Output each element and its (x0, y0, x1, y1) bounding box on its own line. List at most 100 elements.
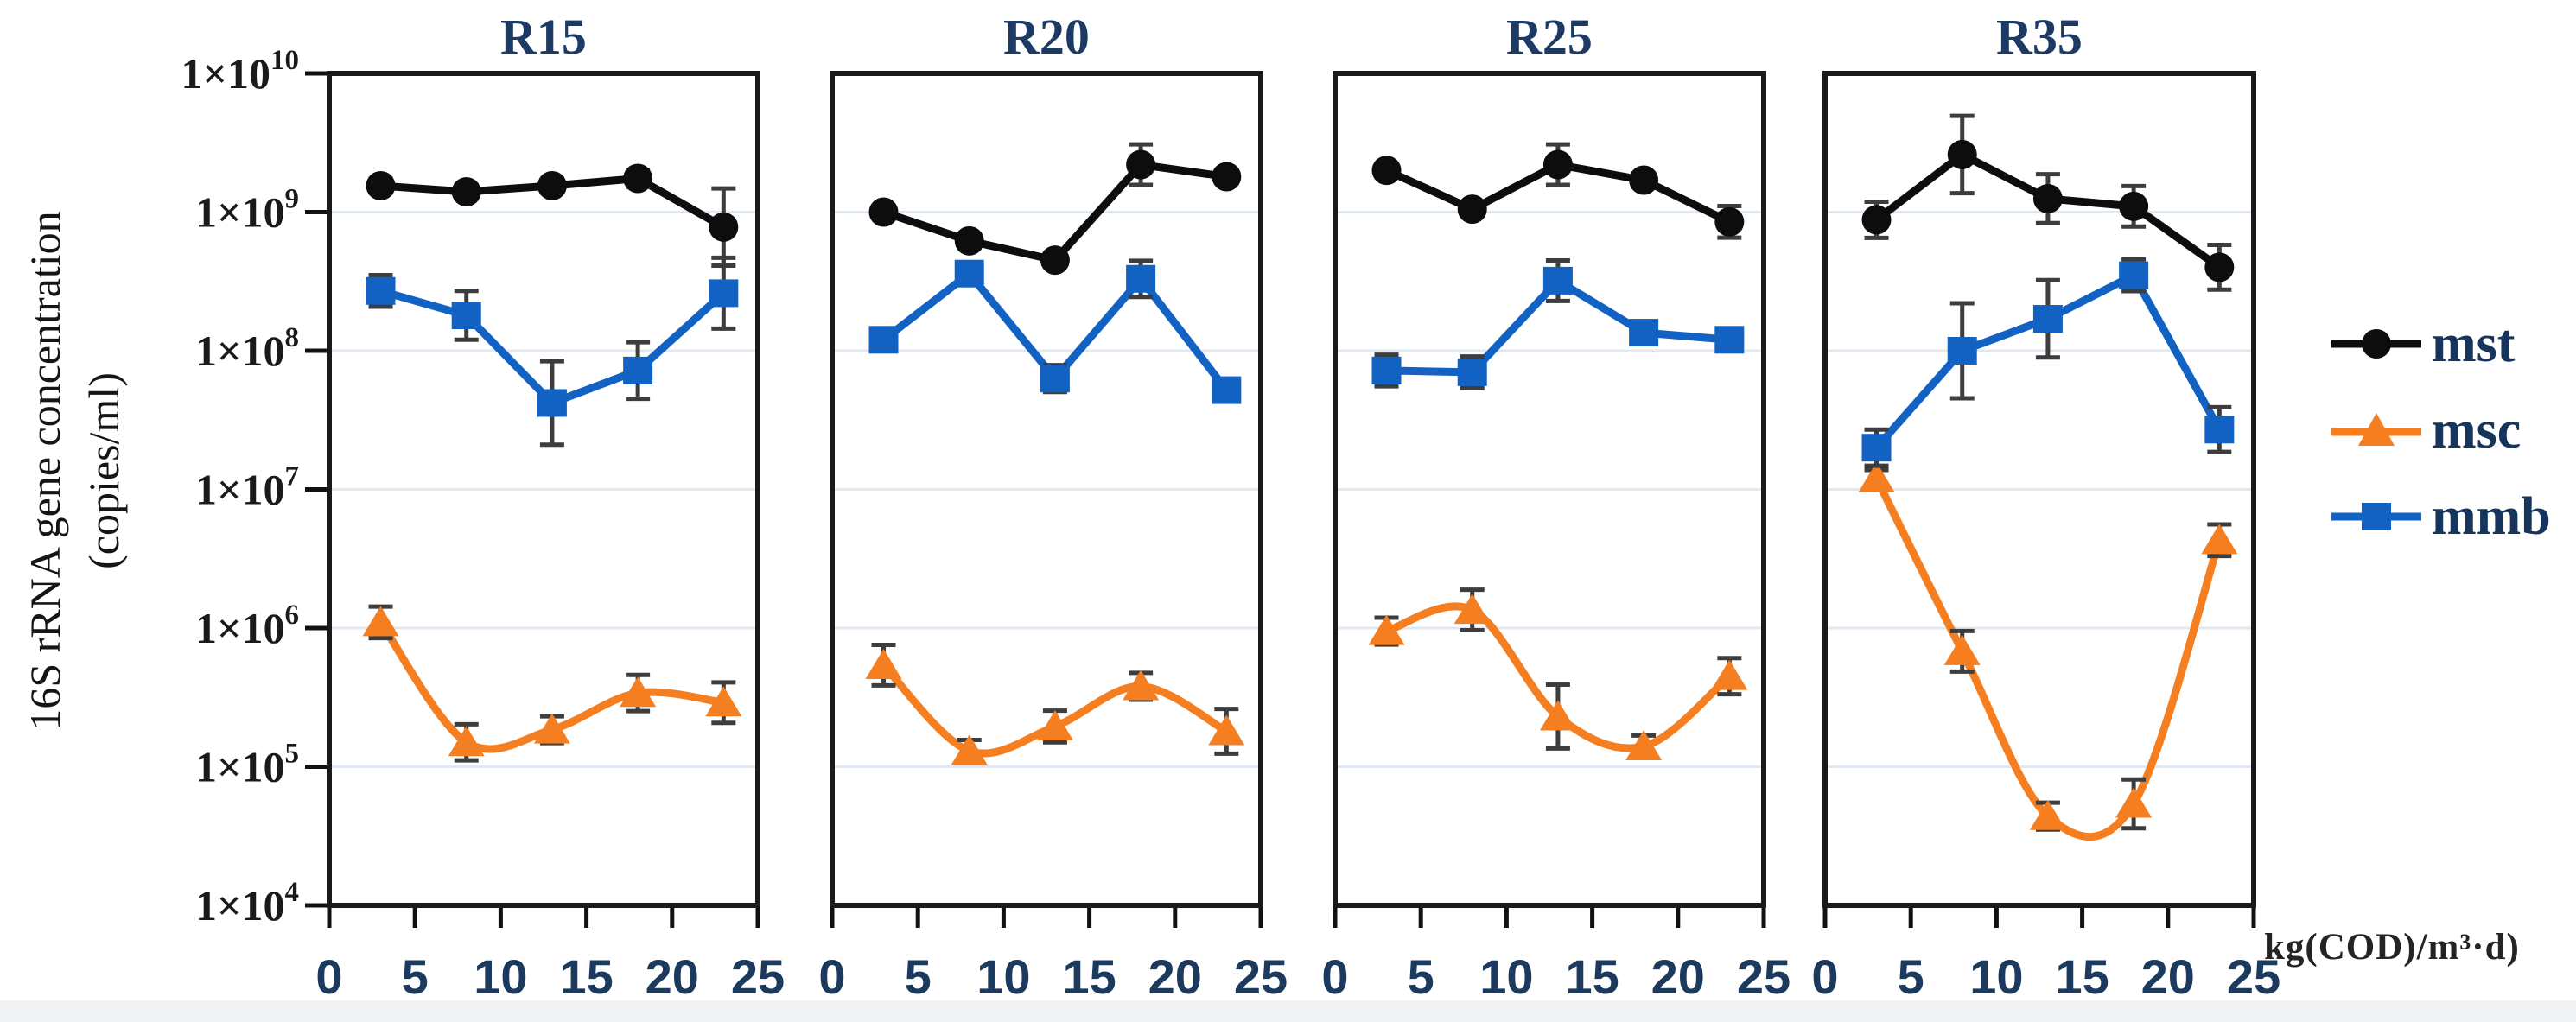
data-point-square (709, 279, 739, 308)
x-tick-label: 5 (905, 949, 932, 1004)
data-point-circle (1861, 205, 1892, 235)
legend-square-icon (2362, 503, 2391, 530)
x-tick-label: 25 (731, 949, 785, 1004)
x-tick-label: 25 (1234, 949, 1288, 1004)
panel-title: R25 (1506, 9, 1593, 65)
data-point-circle (623, 163, 653, 194)
y-axis-title-line2: (copies/ml) (80, 372, 128, 569)
data-point-square (1629, 319, 1659, 347)
x-tick-label: 0 (1321, 949, 1348, 1004)
panel-title: R35 (1996, 9, 2083, 65)
data-point-square (1542, 266, 1573, 295)
x-tick-label: 20 (2141, 949, 2195, 1004)
data-point-circle (1212, 162, 1242, 192)
bottom-strip (0, 1000, 2576, 1022)
legend: mst msc mmb (2330, 313, 2551, 548)
data-point-triangle (2201, 524, 2238, 555)
data-point-triangle (1453, 594, 1491, 625)
x-tick-label: 0 (1811, 949, 1838, 1004)
x-tick-label: 5 (1898, 949, 1924, 1004)
data-point-triangle (362, 606, 399, 637)
x-tick-label: 15 (1062, 949, 1116, 1004)
legend-label-mmb: mmb (2432, 487, 2551, 546)
data-point-circle (1947, 139, 1977, 169)
x-tick-label: 0 (315, 949, 342, 1004)
data-point-triangle (865, 648, 902, 679)
series-msc (362, 604, 742, 763)
panel-border (830, 71, 1263, 908)
panel-R25: 0 5 10 15 20 25 R25 (1321, 9, 1790, 1004)
panel-R35: 0 5 10 15 20 25 R35 (1811, 9, 2280, 1004)
data-point-square (1947, 337, 1977, 365)
data-point-square (1861, 434, 1892, 462)
data-point-circle (1371, 156, 1402, 186)
data-point-triangle (1123, 670, 1160, 701)
panel-border (327, 71, 760, 908)
data-point-square (2204, 416, 2235, 444)
data-point-triangle (448, 726, 485, 757)
data-point-square (954, 259, 984, 288)
y-axis-title: 16S rRNA gene concentration (copies/ml) (16, 0, 145, 950)
series-mst (366, 163, 739, 269)
data-point-square (1040, 365, 1070, 393)
data-point-square (1457, 358, 1487, 386)
data-point-circle (709, 212, 739, 242)
panel-R20: 0 5 10 15 20 25 R20 (818, 9, 1288, 1004)
x-tick-label: 20 (1651, 949, 1705, 1004)
x-tick-label: 20 (646, 949, 699, 1004)
series-mst (868, 142, 1242, 276)
data-point-square (1371, 356, 1402, 384)
data-point-triangle (951, 734, 988, 765)
data-point-square (1212, 376, 1242, 404)
x-tick-label: 25 (1737, 949, 1790, 1004)
x-tick-label: 15 (1565, 949, 1619, 1004)
data-point-triangle (1711, 659, 1748, 690)
legend-item-mst: mst (2330, 313, 2551, 375)
y-tick-label: 1×108 (195, 322, 299, 375)
legend-item-msc: msc (2330, 399, 2551, 461)
y-tick-label: 1×104 (195, 877, 299, 930)
panel-title: R20 (1003, 9, 1090, 65)
data-point-circle (1714, 206, 1745, 237)
y-axis-title-line1: 16S rRNA gene concentration (21, 211, 69, 731)
y-tick-label: 1×109 (195, 184, 299, 237)
series-msc (865, 642, 1245, 765)
data-point-circle (2119, 191, 2149, 221)
series-mmb (868, 258, 1242, 404)
data-point-triangle (2029, 799, 2066, 830)
msc-marker-icon (2331, 413, 2421, 446)
data-point-circle (366, 170, 396, 200)
x-tick-label: 5 (1408, 949, 1434, 1004)
data-point-square (1714, 326, 1745, 354)
legend-label-msc: msc (2432, 401, 2522, 460)
legend-circle-icon (2362, 329, 2391, 359)
data-point-square (2032, 305, 2063, 333)
data-point-circle (1629, 165, 1659, 195)
mst-marker-icon (2331, 329, 2421, 359)
legend-label-mst: mst (2432, 314, 2516, 373)
data-point-circle (1542, 149, 1573, 180)
legend-item-mmb: mmb (2330, 486, 2551, 548)
data-point-triangle (1539, 700, 1576, 731)
series-mst (1371, 142, 1745, 240)
data-point-circle (2032, 183, 2063, 213)
x-tick-label: 10 (976, 949, 1030, 1004)
y-tick-label: 1×105 (195, 739, 299, 791)
data-point-circle (868, 197, 899, 227)
series-mmb (1371, 257, 1745, 390)
x-tick-label: 20 (1148, 949, 1202, 1004)
x-tick-label: 15 (559, 949, 613, 1004)
data-point-circle (2204, 252, 2235, 282)
x-tick-label: 10 (1479, 949, 1533, 1004)
data-point-triangle (2115, 787, 2153, 818)
data-point-triangle (1858, 461, 1895, 492)
panel-border (1822, 71, 2256, 908)
data-point-square (451, 302, 481, 330)
x-tick-label: 25 (2227, 949, 2280, 1004)
x-axis-unit-label: kg(COD)/m³·d) (2264, 927, 2520, 968)
data-point-square (623, 356, 653, 384)
x-tick-label: 10 (474, 949, 527, 1004)
data-point-circle (1040, 245, 1070, 276)
data-point-circle (537, 170, 567, 200)
